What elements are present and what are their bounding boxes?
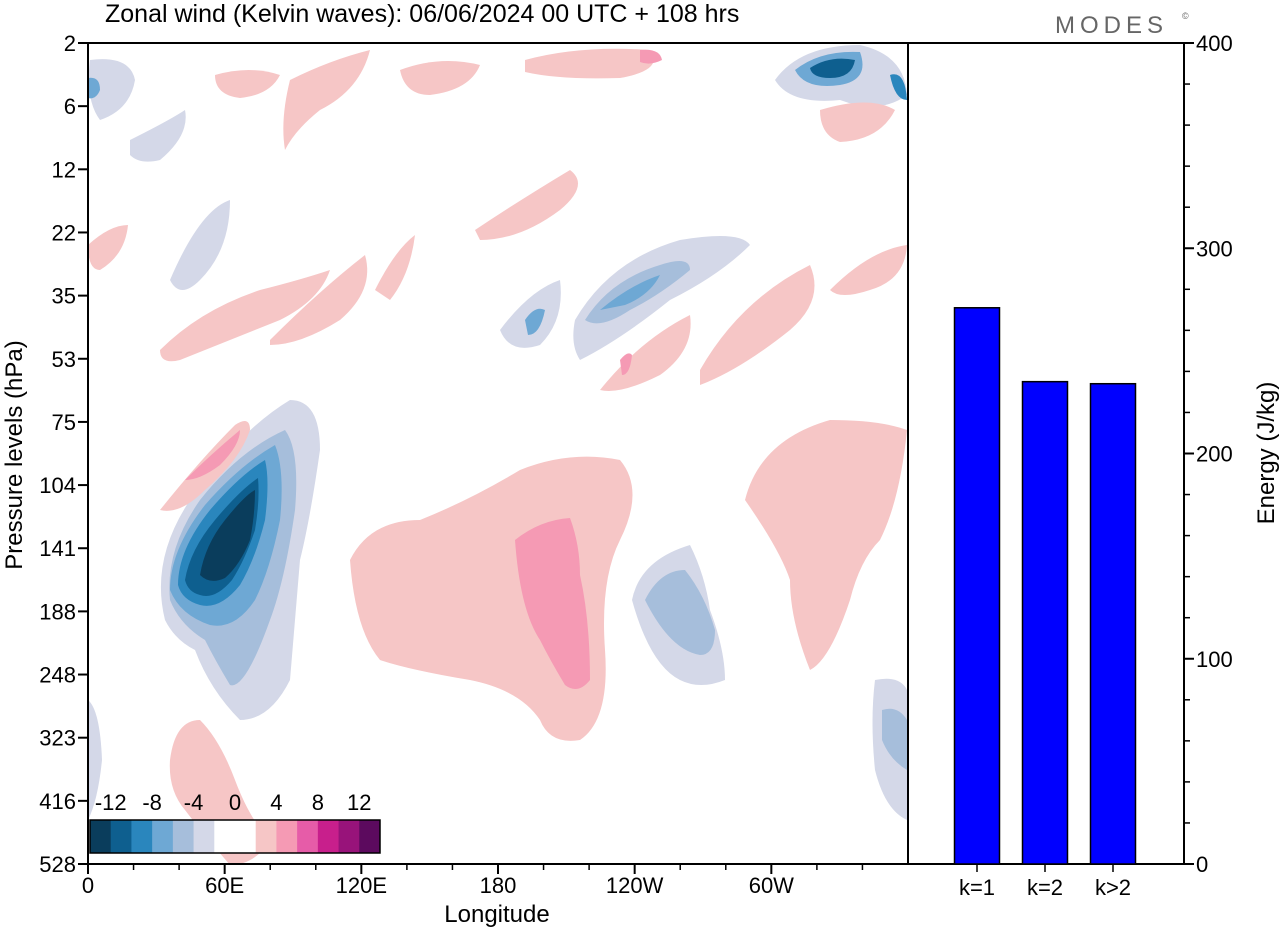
colorbar-swatch [338, 820, 360, 853]
bar-series: k=1 k=2 k>2 [953, 307, 1137, 900]
x-tick-label: 0 [82, 873, 94, 898]
positive-region-top-3-core [640, 49, 662, 64]
energy-axis-label: Energy (J/kg) [1253, 382, 1280, 525]
x-tick-label: 180 [480, 873, 517, 898]
energy-bar [953, 307, 1001, 865]
positive-region-35-diag-2 [270, 255, 368, 345]
negative-region-35-right-core [600, 275, 660, 310]
colorbar-label: -4 [184, 790, 204, 815]
negative-region-lower-right-core [645, 570, 715, 655]
energy-tick-label: 0 [1196, 852, 1208, 877]
colorbar-label: 8 [312, 790, 324, 815]
energy-tick-label: 200 [1196, 442, 1233, 467]
negative-region-topright-core [810, 58, 855, 78]
y-tick-label: 323 [39, 726, 76, 751]
positive-region-left-22 [88, 225, 128, 270]
y-tick-label: 75 [52, 410, 76, 435]
colorbar-label: -8 [142, 790, 162, 815]
negative-region-topleft [88, 59, 135, 120]
positive-region-top-2 [400, 61, 480, 95]
heatmap-field [88, 45, 907, 865]
colorbar-swatch [193, 820, 215, 853]
energy-bar [1021, 380, 1069, 865]
colorbar-swatch [90, 820, 112, 853]
positive-region-35-edge [830, 245, 907, 295]
colorbar-label: 4 [270, 790, 282, 815]
negative-region-bottom-left [88, 700, 102, 820]
colorbar-swatch [131, 820, 153, 853]
colorbar-swatch [152, 820, 174, 853]
y-tick-label: 53 [52, 347, 76, 372]
negative-region-35-right [573, 236, 750, 360]
positive-region-53-far [700, 265, 815, 385]
positive-region-35-diag-3 [375, 235, 415, 300]
negative-region-upper-band [130, 110, 186, 162]
negative-region-topright-edge [890, 74, 907, 100]
energy-tick-label: 300 [1196, 236, 1233, 261]
y-tick-label: 12 [52, 157, 76, 182]
positive-region-mid-1 [475, 170, 578, 240]
logo-mark: © [1182, 11, 1189, 21]
pressure-axis: 2 6 12 22 35 53 75 104 141 188 248 323 416 528 [39, 31, 88, 877]
colorbar-swatch [235, 820, 257, 853]
x-tick-label: 120E [336, 873, 387, 898]
bar-category-label: k=1 [959, 875, 995, 900]
negative-region-main-core [200, 490, 255, 581]
y-tick-label: 248 [39, 663, 76, 688]
colorbar-label: 0 [229, 790, 241, 815]
colorbar-swatch [110, 820, 132, 853]
y-tick-label: 2 [64, 31, 76, 56]
positive-region-top-3 [525, 48, 654, 79]
y-tick-label: 141 [39, 536, 76, 561]
colorbar-frame [89, 819, 381, 854]
x-tick-label: 60E [205, 873, 244, 898]
x-tick-label: 60W [749, 873, 794, 898]
colorbar-swatch [276, 820, 298, 853]
positive-region-diag-1 [283, 50, 370, 150]
modes-logo: MODES [1055, 12, 1168, 39]
energy-tick-label: 400 [1196, 31, 1233, 56]
y-axis-label: Pressure levels (hPa) [1, 340, 28, 569]
colorbar-label: -12 [95, 790, 127, 815]
colorbar-swatch [359, 820, 381, 853]
bar-category-label: k>2 [1095, 875, 1131, 900]
colorbar-swatch [172, 820, 195, 853]
energy-tick-label: 100 [1196, 647, 1233, 672]
y-tick-label: 104 [39, 473, 76, 498]
positive-region-right-top [820, 102, 895, 142]
positive-region-35-diag [160, 270, 330, 362]
positive-region-53-right-core [620, 353, 632, 375]
y-tick-label: 35 [52, 284, 76, 309]
negative-region-35-mid-core [525, 308, 545, 335]
y-tick-label: 528 [39, 852, 76, 877]
positive-region-main-core [515, 518, 590, 689]
bar-category-label: k=2 [1027, 875, 1063, 900]
colorbar-swatch [214, 820, 236, 853]
energy-axis: 0 100 200 300 400 [1184, 31, 1233, 877]
y-tick-label: 188 [39, 599, 76, 624]
x-axis-label: Longitude [444, 901, 549, 928]
colorbar-swatch [297, 820, 319, 853]
colorbar-swatch [255, 820, 277, 853]
positive-region-top-1 [215, 70, 280, 98]
negative-region-35-left [170, 200, 230, 290]
y-tick-label: 6 [64, 94, 76, 119]
negative-region-topleft-core [88, 77, 100, 99]
y-tick-label: 22 [52, 220, 76, 245]
negative-region-bottom-right-core [882, 708, 907, 770]
chart-title: Zonal wind (Kelvin waves): 06/06/2024 00… [105, 0, 739, 28]
colorbar-label: 12 [347, 790, 371, 815]
positive-region-main [350, 456, 633, 741]
longitude-axis: 0 60E 120E 180 120W 60W [82, 864, 864, 898]
positive-region-lower-far [745, 420, 907, 670]
energy-bar [1089, 382, 1137, 865]
x-tick-label: 120W [606, 873, 664, 898]
y-tick-label: 416 [39, 789, 76, 814]
colorbar-swatch [317, 820, 340, 853]
positive-region-upper-left-core [185, 430, 240, 480]
colorbar: -12 -8 -4 0 4 8 12 [89, 790, 381, 854]
